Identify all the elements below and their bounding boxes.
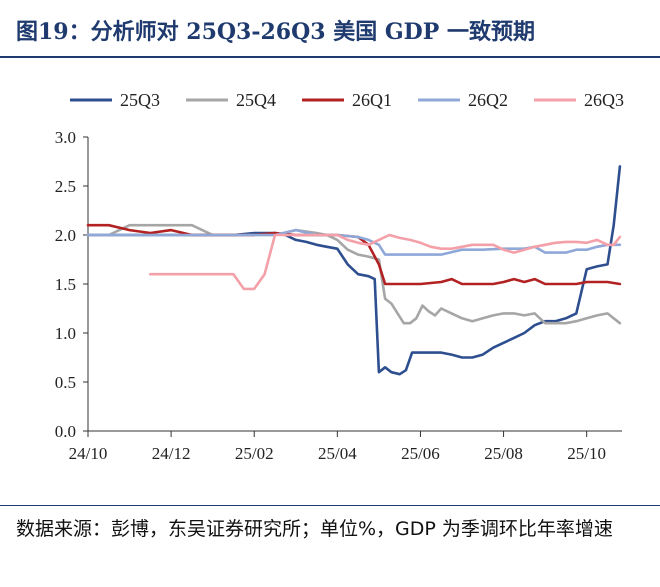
x-tick-label: 25/04	[318, 444, 357, 463]
x-tick-label: 25/08	[484, 444, 523, 463]
y-tick-label: 1.5	[55, 275, 76, 294]
title-rule	[0, 56, 660, 58]
x-tick-label: 25/10	[567, 444, 606, 463]
source-note: 数据来源：彭博，东吴证券研究所；单位%，GDP 为季调环比年率增速	[16, 518, 613, 540]
y-tick-label: 1.0	[55, 324, 76, 343]
y-tick-label: 3.0	[55, 128, 76, 147]
legend: 25Q3 25Q4 26Q1 26Q2 26Q3	[70, 90, 624, 110]
legend-label-26q2: 26Q2	[468, 90, 508, 110]
footer-rule	[0, 505, 660, 506]
legend-label-26q3: 26Q3	[584, 90, 624, 110]
legend-label-25q3: 25Q3	[120, 90, 160, 110]
y-tick-label: 2.5	[55, 177, 76, 196]
series-line-26q2	[86, 228, 622, 256]
y-axis: 0.0 0.5 1.0 1.5 2.0 2.5 3.0	[55, 128, 89, 441]
title-bar: 图19：分析师对 25Q3-26Q3 美国 GDP 一致预期	[0, 0, 660, 62]
y-tick-label: 0.5	[55, 373, 76, 392]
x-tick-label: 24/10	[69, 444, 108, 463]
x-tick-label: 25/02	[235, 444, 274, 463]
y-tick-label: 2.0	[55, 226, 76, 245]
y-tick-label: 0.0	[55, 422, 76, 441]
legend-label-25q4: 25Q4	[236, 90, 276, 110]
x-axis: 24/10 24/12 25/02 25/04 25/06 25/08 25/10	[69, 430, 622, 463]
x-tick-label: 25/06	[401, 444, 440, 463]
chart-title: 图19：分析师对 25Q3-26Q3 美国 GDP 一致预期	[16, 19, 535, 45]
series-line-25q3	[86, 165, 622, 376]
line-chart: 25Q3 25Q4 26Q1 26Q2 26Q3 0.0 0.5 1.0 1.5 2.0 2.5 3…	[55, 90, 624, 463]
legend-label-26q1: 26Q1	[352, 90, 392, 110]
plot-series	[86, 165, 622, 376]
series-line-26q3	[149, 233, 622, 291]
x-tick-label: 24/12	[152, 444, 191, 463]
